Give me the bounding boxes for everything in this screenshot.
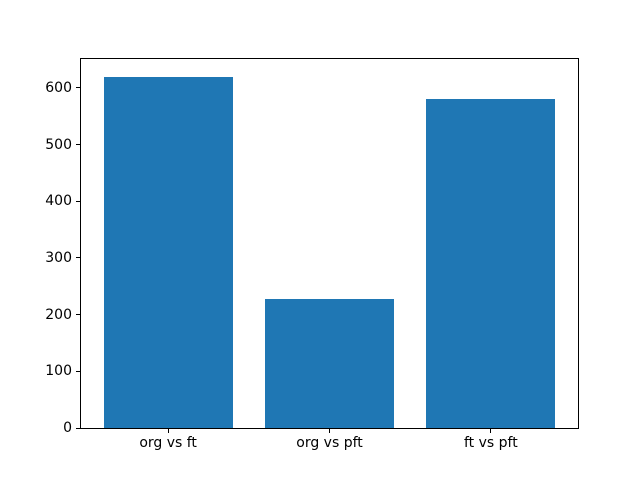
y-tick-label: 0	[63, 420, 72, 436]
y-tick-mark	[76, 257, 80, 259]
x-tick-label: org vs ft	[139, 435, 197, 451]
y-tick-mark	[76, 200, 80, 202]
x-tick-mark	[490, 429, 492, 433]
axes-area: 0 100 200 300 400 500 600 org vs ft org vs pft ft…	[45, 58, 579, 450]
y-tick-mark	[76, 87, 80, 89]
bar-ft-vs-pft	[426, 99, 556, 428]
x-tick-mark	[167, 429, 169, 433]
y-tick-label: 400	[45, 193, 72, 210]
bar-org-vs-ft	[103, 76, 233, 428]
x-tick-label: ft vs pft	[464, 435, 518, 451]
y-tick-label: 300	[45, 249, 72, 266]
y-tick-label: 500	[45, 136, 72, 153]
y-tick-mark	[76, 314, 80, 316]
y-tick-label: 600	[45, 79, 72, 96]
y-tick-label: 200	[45, 306, 72, 323]
y-tick-mark	[76, 427, 80, 429]
x-tick-mark	[329, 429, 330, 433]
y-tick-mark	[76, 144, 80, 146]
y-tick-mark	[76, 370, 80, 372]
bar-org-vs-pft	[264, 298, 395, 428]
y-tick-label: 100	[45, 363, 72, 380]
x-tick-label: org vs pft	[296, 435, 363, 451]
